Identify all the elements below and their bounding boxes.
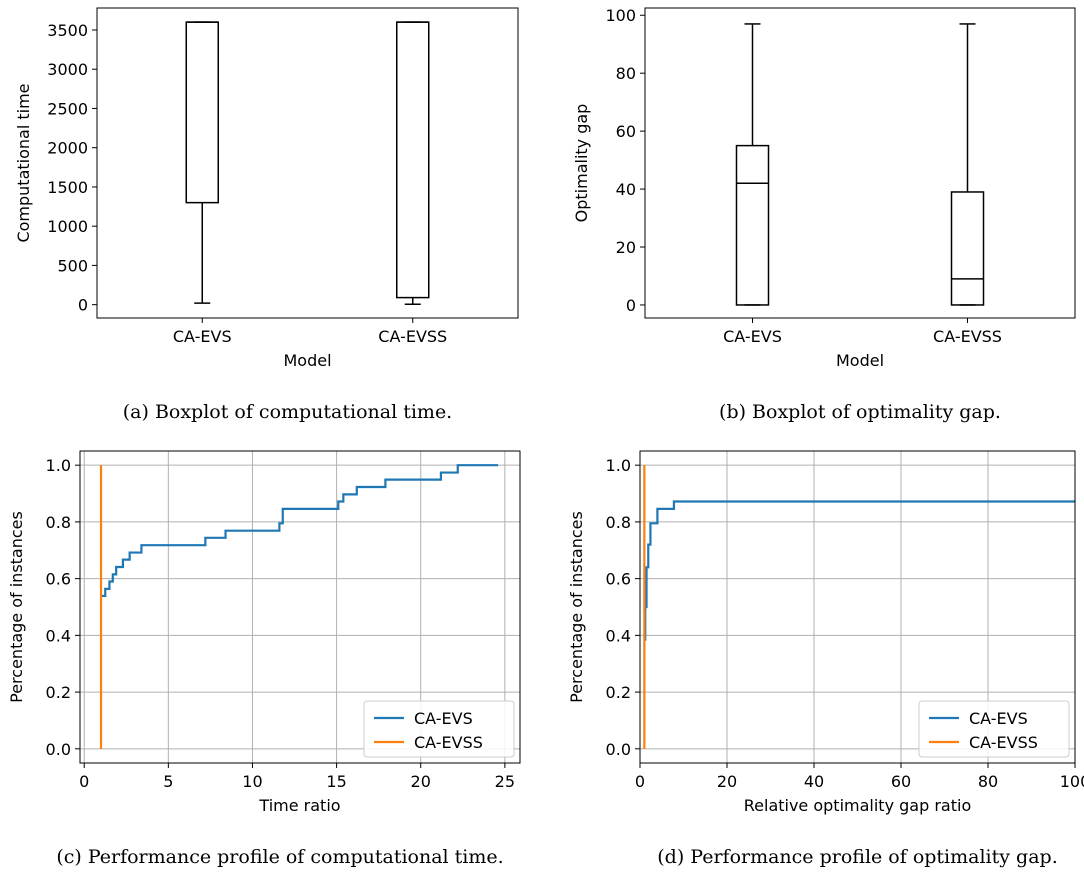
- x-tick-label: 100: [1060, 772, 1084, 791]
- x-tick-label: 60: [891, 772, 911, 791]
- x-axis-label: Relative optimality gap ratio: [744, 796, 971, 815]
- figure-caption: (c) Performance profile of computational…: [56, 846, 503, 868]
- y-tick-label: 3500: [47, 21, 88, 40]
- y-tick-label: 0.4: [46, 626, 71, 645]
- box-0: [185, 21, 219, 304]
- axes-frame: [79, 450, 521, 764]
- x-tick-label: 0: [79, 772, 89, 791]
- y-tick-label: 0.6: [606, 570, 631, 589]
- box-iqr: [396, 21, 430, 299]
- chart-panel-c: 0.0 0.2 0.4 0.6 0.8 1.0 0 5 10 15 20 25 Time ratio Pe…: [7, 450, 521, 868]
- axes-frame: [644, 7, 1076, 319]
- x-tick-label: CA-EVSS: [378, 327, 447, 346]
- x-tick-label: CA-EVS: [723, 327, 782, 346]
- y-tick-label: 0: [626, 296, 636, 315]
- box-1: [396, 21, 430, 306]
- y-tick-label: 2000: [47, 139, 88, 158]
- y-tick-label: 0.6: [46, 570, 71, 589]
- y-axis-label: Percentage of instances: [567, 511, 586, 703]
- x-tick-label: 10: [242, 772, 262, 791]
- y-tick-label: 2500: [47, 99, 88, 118]
- box-iqr: [950, 191, 985, 306]
- y-tick-label: 60: [616, 122, 636, 141]
- legend: CA-EVS CA-EVSS: [918, 700, 1070, 758]
- figure-caption: (d) Performance profile of optimality ga…: [657, 846, 1057, 868]
- y-tick-label: 1.0: [46, 456, 71, 475]
- y-tick-label: 0.8: [46, 513, 71, 532]
- x-tick-label: 0: [635, 772, 645, 791]
- series-line-ca-evs: [101, 464, 499, 598]
- x-tick-label: 40: [804, 772, 824, 791]
- y-tick-label: 1500: [47, 178, 88, 197]
- box-1: [950, 23, 985, 306]
- x-axis-label: Model: [283, 351, 331, 370]
- y-tick-label: 0.0: [606, 740, 631, 759]
- y-tick-label: 40: [616, 180, 636, 199]
- x-tick-label: 15: [326, 772, 346, 791]
- box-iqr: [185, 21, 219, 204]
- figure-caption: (a) Boxplot of computational time.: [123, 401, 452, 423]
- y-tick-label: 1.0: [606, 456, 631, 475]
- axes-frame: [96, 7, 519, 319]
- legend-label: CA-EVS: [969, 709, 1028, 728]
- box-iqr: [735, 144, 770, 306]
- x-axis-label: Model: [836, 351, 884, 370]
- y-tick-label: 0: [78, 296, 88, 315]
- axes-frame: [639, 450, 1076, 764]
- box-0: [735, 23, 770, 306]
- chart-panel-b: 0 20 40 60 80 100 CA-EVS CA-EVSS Model Optimality…: [572, 6, 1076, 423]
- chart-panel-a: 0 500 1000 1500 2000 2500 3000 3500 CA-EVS CA-EVS…: [14, 7, 519, 423]
- chart-panel-d: 0.0 0.2 0.4 0.6 0.8 1.0 0 20 40 60 80 100 Relative o…: [567, 450, 1084, 868]
- x-tick-label: 80: [978, 772, 998, 791]
- figure-caption: (b) Boxplot of optimality gap.: [719, 401, 1001, 423]
- legend-label: CA-EVSS: [414, 733, 483, 752]
- y-tick-label: 0.0: [46, 740, 71, 759]
- y-tick-label: 3000: [47, 60, 88, 79]
- x-tick-label: 25: [495, 772, 515, 791]
- legend-label: CA-EVS: [414, 709, 473, 728]
- y-tick-label: 0.2: [606, 683, 631, 702]
- y-tick-label: 0.2: [46, 683, 71, 702]
- x-tick-label: CA-EVSS: [933, 327, 1002, 346]
- y-tick-label: 500: [57, 256, 88, 275]
- y-tick-label: 0.4: [606, 626, 631, 645]
- y-tick-label: 20: [616, 238, 636, 257]
- y-tick-label: 100: [605, 6, 636, 25]
- x-tick-label: CA-EVS: [173, 327, 232, 346]
- y-tick-label: 1000: [47, 217, 88, 236]
- y-axis-label: Computational time: [14, 83, 33, 242]
- y-tick-label: 80: [616, 64, 636, 83]
- x-axis-label: Time ratio: [258, 796, 340, 815]
- y-tick-label: 0.8: [606, 513, 631, 532]
- legend-label: CA-EVSS: [969, 733, 1038, 752]
- x-tick-label: 5: [163, 772, 173, 791]
- legend: CA-EVS CA-EVSS: [363, 700, 515, 758]
- y-axis-label: Percentage of instances: [7, 511, 26, 703]
- x-tick-label: 20: [411, 772, 431, 791]
- y-axis-label: Optimality gap: [572, 104, 591, 223]
- x-tick-label: 20: [717, 772, 737, 791]
